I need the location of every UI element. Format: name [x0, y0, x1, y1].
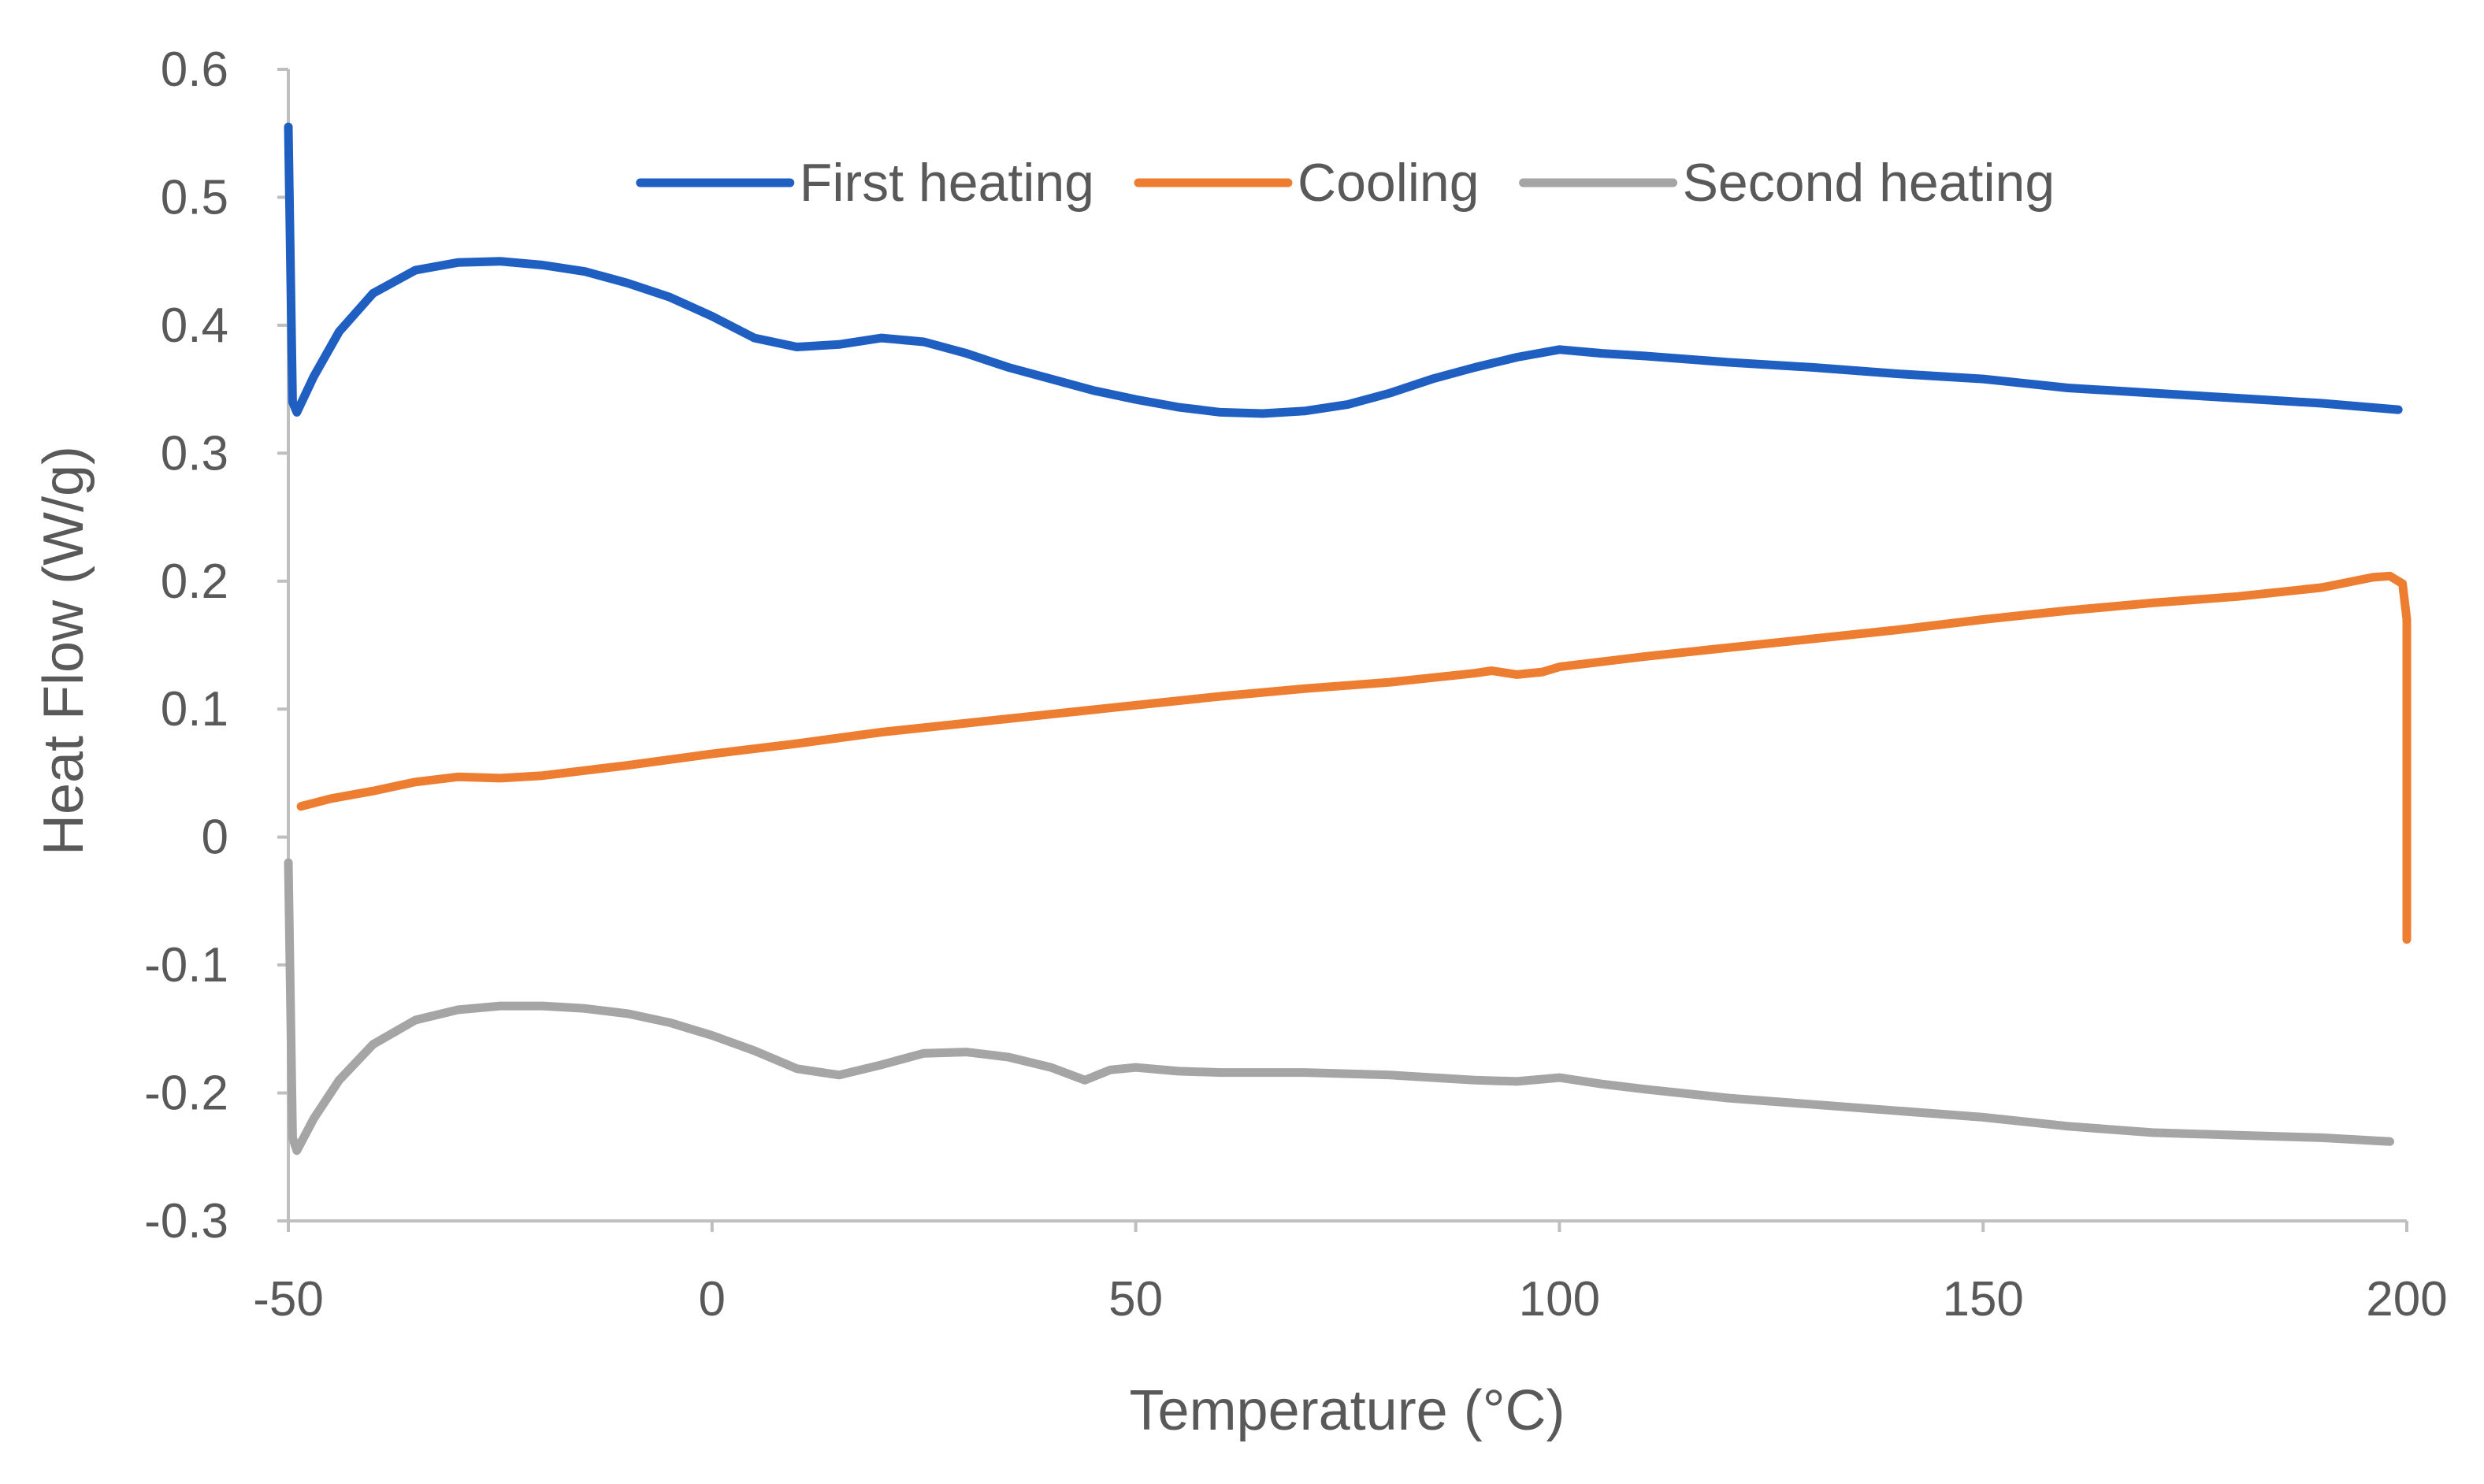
y-axis: 0.6 0.5 0.4 0.3 0.2 0.1 0 -0.1 -0.2 -0.3: [144, 43, 290, 1248]
y-tick-label: 0.2: [161, 555, 228, 609]
y-axis-title: Heat Flow (W/g): [32, 446, 95, 855]
y-tick-label: 0.6: [161, 43, 228, 97]
legend-label: Cooling: [1298, 153, 1480, 213]
y-tick-label: 0.3: [161, 426, 228, 480]
y-tick-label: -0.2: [144, 1067, 228, 1121]
legend: First heating Cooling Second heating: [636, 153, 2055, 213]
legend-label: Second heating: [1683, 153, 2055, 213]
y-tick-label: -0.3: [144, 1194, 228, 1248]
y-tick-label: 0: [202, 811, 228, 865]
x-tick-label: 50: [1108, 1272, 1163, 1326]
series-line-first-heating: [284, 122, 2403, 418]
x-tick-label: 0: [699, 1272, 726, 1326]
y-tick-label: 0.4: [161, 299, 228, 353]
x-axis: -50 0 50 100 150 200: [253, 1219, 2448, 1326]
x-axis-title: Temperature (°C): [1130, 1379, 1565, 1442]
x-tick-label: 200: [2366, 1272, 2447, 1326]
y-tick-label: 0.5: [161, 170, 228, 224]
y-tick-label: 0.1: [161, 682, 228, 736]
series-line-cooling: [296, 571, 2412, 944]
x-tick-label: 100: [1519, 1272, 1600, 1326]
y-tick-label: -0.1: [144, 938, 228, 992]
series-line-second-heating: [284, 858, 2394, 1156]
legend-label: First heating: [800, 153, 1094, 213]
x-tick-label: -50: [253, 1272, 324, 1326]
plot-area: [284, 122, 2412, 1156]
x-tick-label: 150: [1942, 1272, 2023, 1326]
